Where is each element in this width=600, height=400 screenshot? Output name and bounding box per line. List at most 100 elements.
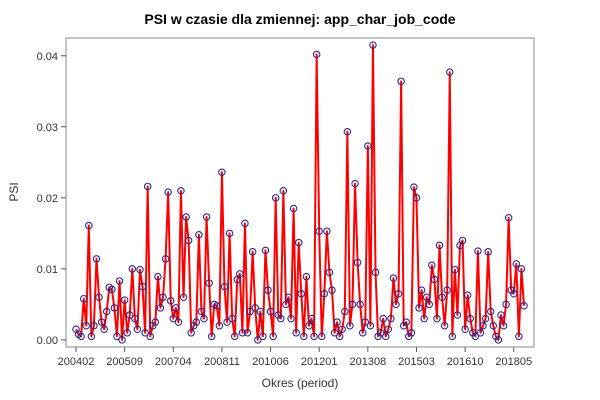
x-tick-label: 201610 xyxy=(447,356,484,368)
data-point xyxy=(307,314,316,323)
data-point xyxy=(486,307,495,316)
data-point xyxy=(92,255,101,263)
data-point xyxy=(182,213,190,221)
data-point xyxy=(169,314,178,323)
data-point xyxy=(200,314,208,323)
data-point xyxy=(266,307,275,316)
data-point xyxy=(379,314,387,323)
data-point xyxy=(384,325,393,333)
data-point xyxy=(230,332,239,341)
data-point xyxy=(389,274,398,282)
data-point xyxy=(279,186,288,195)
y-tick-label: 0.01 xyxy=(37,264,58,276)
y-tick-label: 0.03 xyxy=(37,122,58,134)
chart-title: PSI w czasie dla zmiennej: app_char_job_… xyxy=(144,11,455,27)
data-point xyxy=(87,332,96,341)
data-point xyxy=(300,332,308,341)
data-point xyxy=(128,265,137,273)
x-tick-label: 201201 xyxy=(301,356,338,368)
data-point xyxy=(476,329,485,337)
data-point xyxy=(243,329,252,337)
data-point xyxy=(113,332,121,341)
data-point xyxy=(430,275,439,284)
data-point xyxy=(387,314,395,323)
data-point xyxy=(323,227,331,235)
data-point xyxy=(428,261,436,270)
data-point xyxy=(228,314,236,323)
data-point xyxy=(110,304,119,312)
data-point xyxy=(502,300,510,309)
data-point xyxy=(520,302,528,310)
data-point xyxy=(348,300,357,309)
data-point xyxy=(412,194,421,202)
data-point xyxy=(335,332,344,341)
data-point xyxy=(287,314,295,323)
data-point xyxy=(346,321,354,330)
data-point xyxy=(269,332,277,341)
data-point xyxy=(453,311,462,319)
data-point xyxy=(220,282,229,291)
data-point xyxy=(481,314,490,323)
data-point xyxy=(358,329,367,337)
data-point xyxy=(179,293,188,302)
data-point xyxy=(218,168,226,177)
data-point xyxy=(187,329,195,337)
data-point xyxy=(461,325,469,333)
data-point xyxy=(100,325,108,333)
data-point xyxy=(184,236,193,245)
x-tick-label: 201308 xyxy=(349,356,386,368)
data-point xyxy=(261,246,270,255)
x-axis: 200402 200509 200704 200811 201006 201201 2013… xyxy=(58,347,532,368)
data-point xyxy=(489,321,498,330)
data-point xyxy=(118,336,126,344)
data-point xyxy=(394,289,403,298)
data-point xyxy=(371,268,380,277)
data-point xyxy=(246,307,254,316)
data-point xyxy=(341,307,349,316)
data-point xyxy=(264,286,272,294)
data-point xyxy=(177,186,185,195)
data-point xyxy=(330,329,339,337)
data-point xyxy=(202,213,211,221)
data-point xyxy=(294,238,303,247)
data-point xyxy=(338,325,346,333)
data-point xyxy=(420,314,428,323)
data-point xyxy=(497,311,505,319)
data-point xyxy=(197,307,206,316)
data-point xyxy=(343,128,352,136)
data-point xyxy=(356,300,364,309)
data-point xyxy=(310,332,318,341)
data-point xyxy=(143,182,152,191)
data-point xyxy=(435,241,444,250)
data-point xyxy=(474,247,482,255)
data-point xyxy=(254,336,262,344)
data-point xyxy=(297,289,306,298)
data-point xyxy=(353,258,362,267)
data-point xyxy=(443,286,451,294)
data-point xyxy=(415,304,423,312)
data-point xyxy=(422,293,431,302)
data-point xyxy=(366,321,375,330)
data-point xyxy=(446,68,454,76)
data-point xyxy=(82,321,90,330)
data-point xyxy=(77,332,85,341)
data-point xyxy=(448,332,457,341)
data-point xyxy=(484,248,492,256)
data-point xyxy=(407,329,416,337)
data-point xyxy=(115,277,124,285)
data-point xyxy=(90,321,98,330)
data-point xyxy=(466,314,474,323)
data-point xyxy=(141,329,149,337)
series-line xyxy=(75,44,525,341)
data-point xyxy=(146,332,154,341)
data-point xyxy=(284,293,293,302)
data-point xyxy=(515,332,523,341)
data-point xyxy=(251,304,259,312)
y-axis: 0.00 0.01 0.02 0.03 0.04 xyxy=(37,51,66,347)
x-tick-label: 200811 xyxy=(204,356,240,368)
data-point xyxy=(463,291,472,299)
data-point xyxy=(172,304,180,312)
data-point xyxy=(138,282,147,291)
